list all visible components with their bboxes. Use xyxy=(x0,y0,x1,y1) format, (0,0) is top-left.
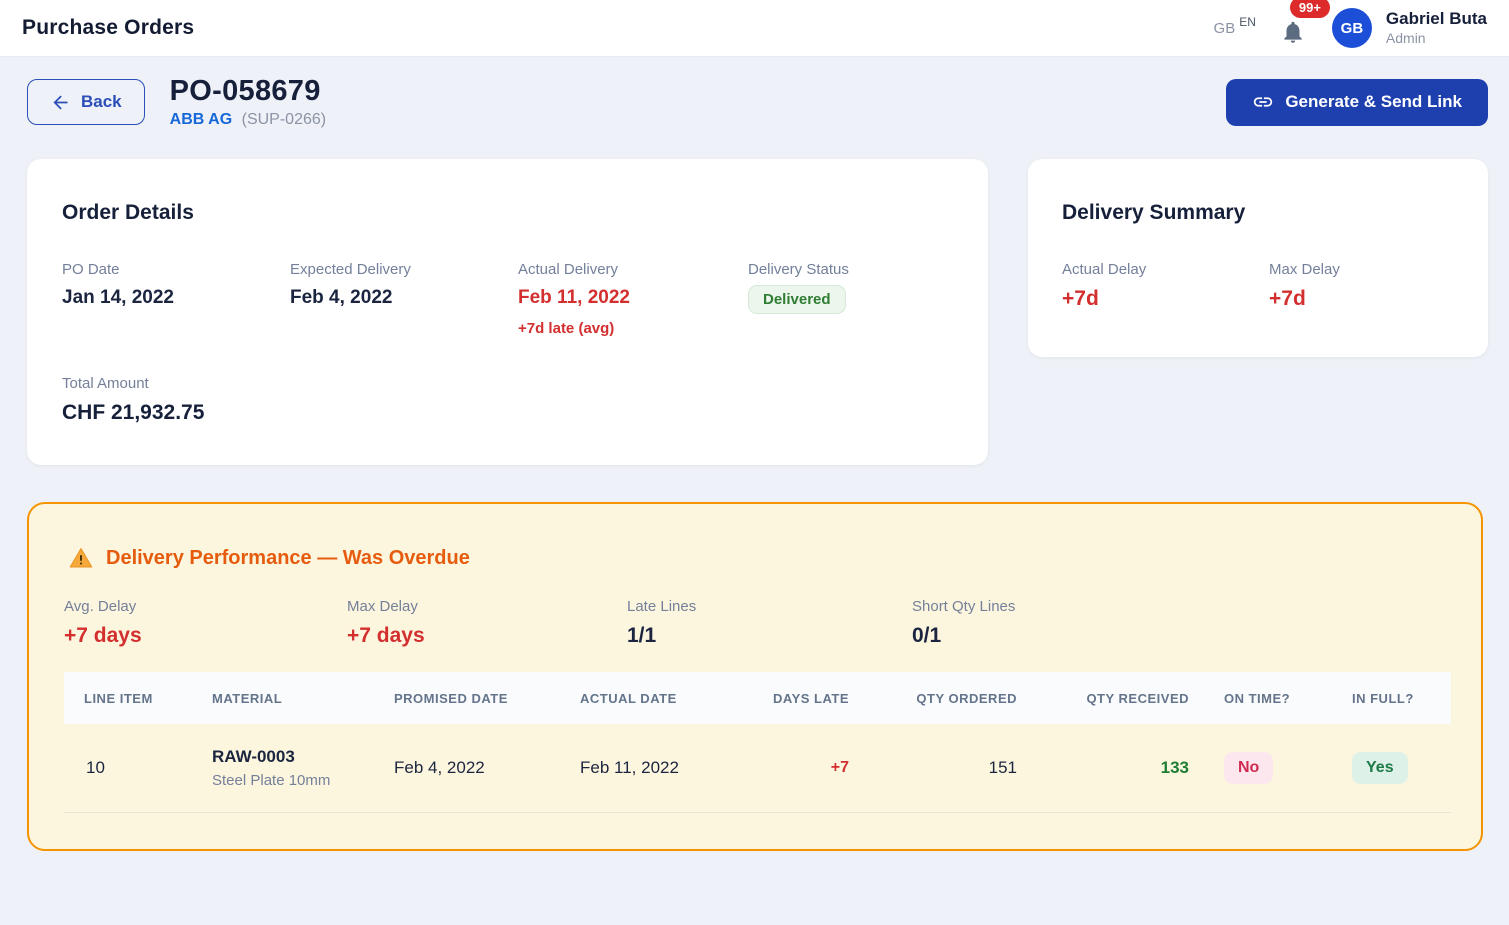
col-line-item: LINE ITEM xyxy=(84,690,153,706)
performance-title-row: Delivery Performance — Was Overdue xyxy=(29,546,1481,570)
cell-in-full: Yes xyxy=(1352,724,1451,812)
field-value: Feb 11, 2022 xyxy=(518,287,630,308)
link-icon xyxy=(1252,91,1274,113)
field-label: Actual Delay xyxy=(1062,261,1147,278)
cell-line-item: 10 xyxy=(86,757,105,777)
user-name: Gabriel Buta xyxy=(1385,8,1487,28)
field-label: Delivery Status xyxy=(748,261,849,278)
col-material: MATERIAL xyxy=(212,690,283,706)
avatar[interactable]: GB xyxy=(1331,8,1372,48)
order-details-fields: PO Date Jan 14, 2022 Expected Delivery F… xyxy=(62,261,953,337)
stat-late-lines: Late Lines 1/1 xyxy=(627,598,912,648)
po-number: PO-058679 xyxy=(169,75,321,107)
field-actual-delivery: Actual Delivery Feb 11, 2022 +7d late (a… xyxy=(518,261,748,337)
stat-value: 1/1 xyxy=(627,624,657,647)
table-header: LINE ITEM MATERIAL PROMISED DATE ACTUAL … xyxy=(64,672,1451,724)
stat-label: Late Lines xyxy=(627,598,697,615)
total-amount-value: CHF 21,932.75 xyxy=(62,401,205,424)
stat-label: Avg. Delay xyxy=(64,598,137,615)
cell-material: RAW-0003 Steel Plate 10mm xyxy=(212,724,394,812)
arrow-left-icon xyxy=(50,92,71,113)
cell-actual-date: Feb 11, 2022 xyxy=(580,757,679,777)
cell-days-late: +7 xyxy=(830,758,849,776)
field-expected-delivery: Expected Delivery Feb 4, 2022 xyxy=(290,261,518,337)
cell-qty-ordered: 151 xyxy=(988,757,1017,777)
warning-triangle-icon xyxy=(69,546,93,570)
stat-value: +7 days xyxy=(347,624,425,647)
po-subtitle: ABB AG (SUP-0266) xyxy=(170,111,326,129)
col-qty-ordered: QTY ORDERED xyxy=(916,690,1017,706)
supplier-link[interactable]: ABB AG xyxy=(169,111,233,128)
topbar-right: GB EN 99+ GB Gabriel Buta Admin xyxy=(1213,0,1487,48)
performance-title: Delivery Performance — Was Overdue xyxy=(106,546,470,569)
col-qty-received: QTY RECEIVED xyxy=(1086,690,1189,706)
page-head: Back PO-058679 ABB AG (SUP-0266) Generat… xyxy=(27,75,1488,129)
field-label: PO Date xyxy=(62,261,120,278)
back-label: Back xyxy=(81,92,122,111)
order-details-title: Order Details xyxy=(62,201,194,224)
cell-promised-date: Feb 4, 2022 xyxy=(394,757,485,777)
generate-send-link-label: Generate & Send Link xyxy=(1285,92,1462,111)
delay-note: +7d late (avg) xyxy=(518,320,615,337)
stat-label: Short Qty Lines xyxy=(912,598,1016,615)
cell-qty-received: 133 xyxy=(1160,757,1189,777)
delivery-summary-title: Delivery Summary xyxy=(1062,201,1246,224)
col-days-late: DAYS LATE xyxy=(772,690,849,706)
material-code: RAW-0003 xyxy=(212,746,295,766)
delivery-performance-card: Delivery Performance — Was Overdue Avg. … xyxy=(27,502,1483,851)
delivery-summary-fields: Actual Delay +7d Max Delay +7d xyxy=(1062,261,1454,311)
field-value: Jan 14, 2022 xyxy=(62,287,174,308)
notification-count-badge: 99+ xyxy=(1289,0,1330,18)
line-items-table-wrap: LINE ITEM MATERIAL PROMISED DATE ACTUAL … xyxy=(64,672,1451,813)
actual-delay-value: +7d xyxy=(1062,287,1099,310)
order-details-card: Order Details PO Date Jan 14, 2022 Expec… xyxy=(27,159,988,465)
field-label: Max Delay xyxy=(1269,261,1340,278)
col-actual-date: ACTUAL DATE xyxy=(580,690,677,706)
language-selector[interactable]: GB EN xyxy=(1213,15,1256,37)
user-info: Gabriel Buta Admin xyxy=(1386,9,1487,48)
cards-row: Order Details PO Date Jan 14, 2022 Expec… xyxy=(27,159,1488,465)
max-delay-value: +7d xyxy=(1269,287,1306,310)
table-row: 10 RAW-0003 Steel Plate 10mm Feb 4, 2022… xyxy=(64,724,1451,812)
in-full-badge: Yes xyxy=(1352,751,1408,784)
stat-max-delay: Max Delay +7 days xyxy=(347,598,627,648)
stat-value: +7 days xyxy=(64,624,142,647)
performance-stats: Avg. Delay +7 days Max Delay +7 days Lat… xyxy=(29,598,1481,648)
stat-value: 0/1 xyxy=(912,624,942,647)
generate-send-link-button[interactable]: Generate & Send Link xyxy=(1226,78,1488,126)
line-items-table: LINE ITEM MATERIAL PROMISED DATE ACTUAL … xyxy=(64,672,1451,813)
field-delivery-status: Delivery Status Delivered xyxy=(748,261,953,337)
field-total-amount: Total Amount CHF 21,932.75 xyxy=(62,375,953,425)
col-in-full: IN FULL? xyxy=(1352,690,1414,706)
cell-on-time: No xyxy=(1189,724,1352,812)
stat-avg-delay: Avg. Delay +7 days xyxy=(64,598,347,648)
back-button[interactable]: Back xyxy=(27,79,145,125)
delivery-summary-card: Delivery Summary Actual Delay +7d Max De… xyxy=(1028,159,1488,357)
user-role: Admin xyxy=(1385,30,1426,47)
supplier-code: (SUP-0266) xyxy=(241,111,327,128)
material-name: Steel Plate 10mm xyxy=(212,771,331,789)
stat-short-qty-lines: Short Qty Lines 0/1 xyxy=(912,598,1446,648)
field-max-delay: Max Delay +7d xyxy=(1269,261,1454,311)
field-actual-delay: Actual Delay +7d xyxy=(1062,261,1269,311)
field-label: Total Amount xyxy=(62,375,149,392)
on-time-badge: No xyxy=(1224,751,1274,784)
field-label: Actual Delivery xyxy=(518,261,619,278)
locale-country: GB xyxy=(1213,19,1236,37)
status-badge: Delivered xyxy=(748,285,846,314)
locale-language: EN xyxy=(1239,15,1256,29)
page-title: Purchase Orders xyxy=(22,16,195,39)
field-value: Feb 4, 2022 xyxy=(290,287,393,308)
topbar: Purchase Orders GB EN 99+ GB Gabriel But… xyxy=(0,0,1509,57)
col-on-time: ON TIME? xyxy=(1224,690,1291,706)
field-po-date: PO Date Jan 14, 2022 xyxy=(62,261,290,337)
field-label: Expected Delivery xyxy=(290,261,411,278)
po-title-block: PO-058679 ABB AG (SUP-0266) xyxy=(170,75,326,129)
notifications-button[interactable]: 99+ xyxy=(1280,0,1330,45)
col-promised-date: PROMISED DATE xyxy=(394,690,508,706)
stat-label: Max Delay xyxy=(347,598,418,615)
user-menu[interactable]: GB Gabriel Buta Admin xyxy=(1331,8,1487,48)
